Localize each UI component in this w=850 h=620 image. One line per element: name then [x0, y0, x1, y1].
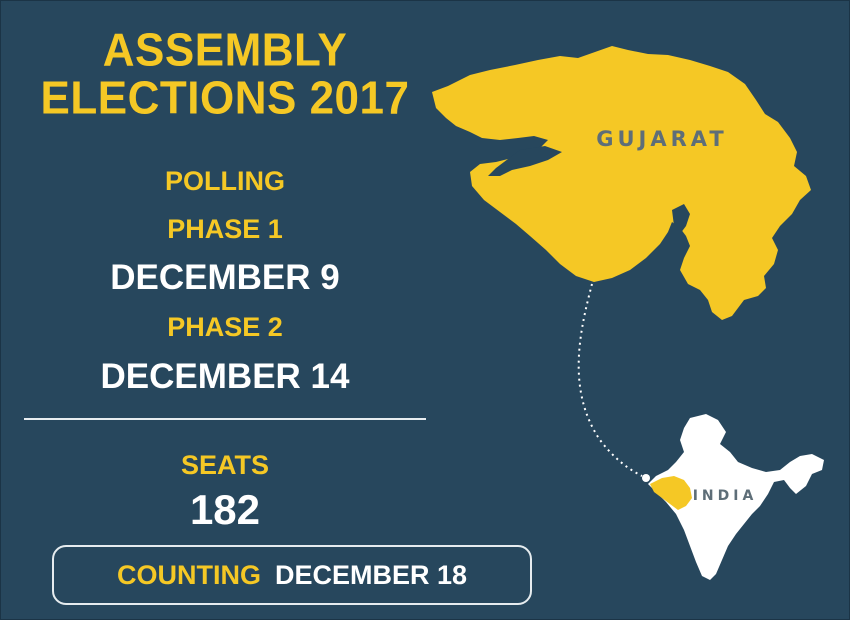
counting-row: COUNTING DECEMBER 18: [54, 547, 530, 603]
seats-label: SEATS: [180, 450, 269, 480]
gulf-of-kutch: [488, 146, 562, 176]
counting-date: DECEMBER 18: [274, 559, 468, 590]
gujarat-highlight: [650, 476, 692, 510]
india-label: INDIA: [693, 488, 758, 504]
phase-2-label: PHASE 2: [167, 312, 283, 342]
india-map: [648, 414, 824, 580]
gujarat-map: [432, 46, 811, 320]
counting-label: COUNTING: [116, 559, 261, 590]
seats-value: 182: [189, 486, 261, 533]
counting-box: COUNTING DECEMBER 18: [52, 545, 532, 605]
title-line-2: ELECTIONS 2017: [40, 72, 410, 125]
gulf-of-khambhat: [672, 204, 690, 234]
phase-1-date: DECEMBER 9: [110, 258, 340, 297]
polling-label: POLLING: [165, 166, 285, 196]
map-connector-line: [577, 283, 643, 477]
gujarat-label: GUJARAT: [596, 127, 727, 151]
phase-2-date: DECEMBER 14: [100, 357, 350, 396]
connector-dot: [642, 474, 650, 482]
phase-1-label: PHASE 1: [167, 214, 283, 244]
section-divider: [24, 418, 426, 420]
title-line-1: ASSEMBLY: [102, 24, 348, 77]
